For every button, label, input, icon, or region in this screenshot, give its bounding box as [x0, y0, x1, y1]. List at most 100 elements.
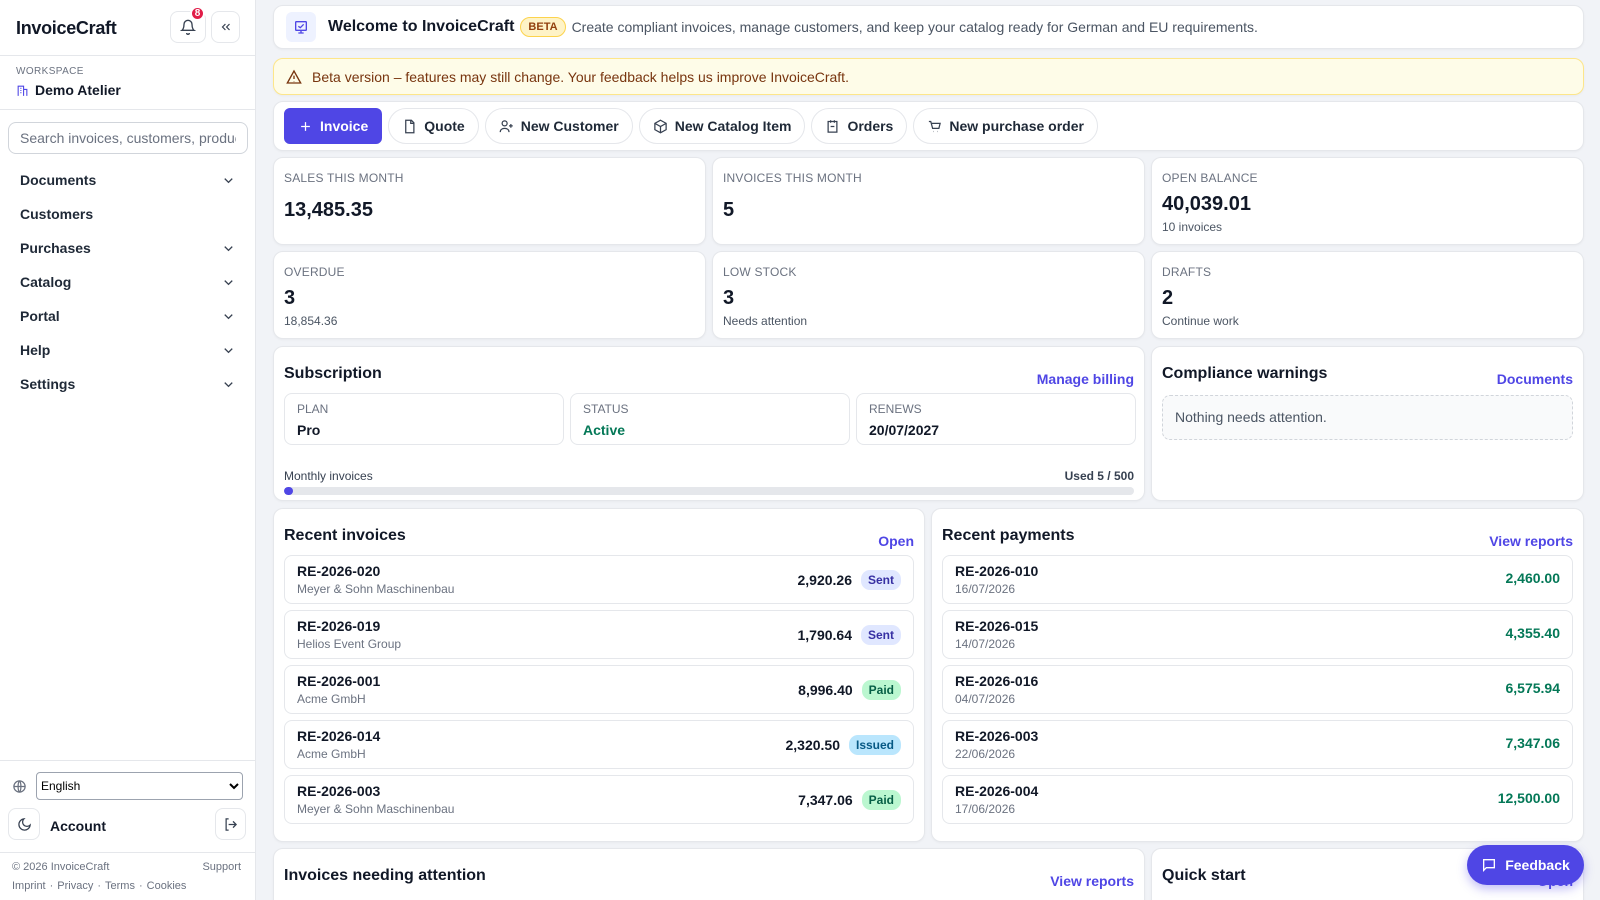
- customer-name: Helios Event Group: [297, 637, 402, 651]
- chevron: [221, 275, 236, 290]
- payment-row[interactable]: RE-2026-003 22/06/2026 7,347.06: [942, 720, 1573, 769]
- logout-icon: [225, 817, 238, 831]
- copyright: © 2026 InvoiceCraft: [12, 861, 110, 873]
- section-title: Recent payments: [942, 527, 1075, 544]
- payment-amount: 2,460.00: [1505, 570, 1561, 586]
- reports-link[interactable]: View reports: [1050, 873, 1134, 889]
- globe-icon: [13, 780, 26, 793]
- theme-button[interactable]: [8, 808, 40, 840]
- banner-text: Beta version – features may still change…: [312, 68, 849, 85]
- payment-row[interactable]: RE-2026-015 14/07/2026 4,355.40: [942, 610, 1573, 659]
- account-link[interactable]: Account: [50, 818, 106, 834]
- kpi-value: 2: [1162, 287, 1174, 309]
- action-button[interactable]: New purchase order: [913, 108, 1098, 144]
- action-button[interactable]: Quote: [388, 108, 479, 144]
- nav-item[interactable]: Customers: [8, 197, 248, 231]
- invoice-row[interactable]: RE-2026-003 Meyer & Sohn Maschinenbau 7,34…: [284, 775, 914, 824]
- kpi-card: LOW STOCK 3 Needs attention: [712, 251, 1145, 339]
- kpi-card: INVOICES THIS MONTH 5: [712, 157, 1145, 245]
- invoice-meta: 7,347.06 Paid: [798, 790, 901, 810]
- icon: [653, 119, 667, 133]
- icon: [224, 381, 233, 387]
- action-button[interactable]: Orders: [811, 108, 908, 144]
- nav-item[interactable]: Portal: [8, 299, 248, 333]
- recent-payments-card: Recent payments View reports RE-2026-010…: [931, 508, 1584, 842]
- nav-item[interactable]: Settings: [8, 367, 248, 401]
- footer-link[interactable]: Cookies: [146, 880, 187, 892]
- footer-link[interactable]: Privacy: [57, 880, 94, 892]
- action-button[interactable]: New Catalog Item: [638, 108, 806, 144]
- manage-billing-link[interactable]: Manage billing: [1036, 371, 1134, 387]
- building-icon: [17, 85, 28, 96]
- icon: [224, 347, 233, 353]
- payment-number: RE-2026-010: [955, 563, 1039, 579]
- payment-date: 14/07/2026: [955, 637, 1016, 651]
- brand[interactable]: InvoiceCraft: [16, 18, 117, 38]
- invoice-row[interactable]: RE-2026-014 Acme GmbH 2,320.50 Issued: [284, 720, 914, 769]
- payment-number: RE-2026-015: [955, 618, 1039, 634]
- status-pill: Sent: [860, 570, 901, 590]
- kpi-value: 13,485.35: [284, 199, 373, 221]
- support-link[interactable]: Support: [202, 861, 241, 873]
- chevron: [221, 241, 236, 256]
- attention-card: Invoices needing attention View reports: [273, 848, 1145, 900]
- nav-item[interactable]: Purchases: [8, 231, 248, 265]
- invoice-amount: 8,996.40: [798, 682, 853, 698]
- logo-icon: [286, 12, 316, 42]
- logout-button[interactable]: [215, 808, 246, 840]
- action-label: New purchase order: [949, 118, 1084, 134]
- kpi-value: 3: [284, 287, 296, 309]
- kpi-value: 40,039.01: [1162, 193, 1251, 215]
- field-value: Pro: [297, 422, 321, 438]
- kpi-card: OVERDUE 3 18,854.36: [273, 251, 706, 339]
- usage-label: Monthly invoices: [284, 469, 373, 483]
- nav-item[interactable]: Help: [8, 333, 248, 367]
- reports-link[interactable]: View reports: [1489, 533, 1573, 549]
- invoice-row[interactable]: RE-2026-020 Meyer & Sohn Maschinenbau 2,92…: [284, 555, 914, 604]
- bell-icon: [180, 19, 196, 35]
- action-label: Orders: [847, 118, 894, 134]
- warning-icon: [286, 69, 302, 84]
- payment-date: 16/07/2026: [955, 582, 1016, 596]
- notifications-button[interactable]: 8: [170, 6, 206, 43]
- usage-track: [284, 487, 1134, 495]
- status-pill: Paid: [861, 680, 901, 700]
- documents-link[interactable]: Documents: [1496, 371, 1573, 387]
- search-input[interactable]: [8, 122, 248, 154]
- action-button[interactable]: Invoice: [284, 108, 383, 144]
- nav-label: Customers: [20, 206, 94, 222]
- kpi-label: DRAFTS: [1162, 265, 1212, 279]
- invoice-row[interactable]: RE-2026-001 Acme GmbH 8,996.40 Paid: [284, 665, 914, 714]
- section-title: Subscription: [284, 365, 382, 382]
- nav-item[interactable]: Catalog: [8, 265, 248, 299]
- usage-bar: [284, 487, 293, 495]
- kpi-note: 18,854.36: [284, 314, 338, 328]
- payment-row[interactable]: RE-2026-004 17/06/2026 12,500.00: [942, 775, 1573, 824]
- separator: ·: [138, 880, 143, 892]
- payment-meta: 12,500.00: [1498, 790, 1560, 806]
- icon: [224, 313, 233, 319]
- nav-label: Settings: [20, 376, 76, 392]
- payment-meta: 6,575.94: [1506, 680, 1561, 696]
- payment-date: 22/06/2026: [955, 747, 1016, 761]
- customer-name: Meyer & Sohn Maschinenbau: [297, 582, 455, 596]
- payment-row[interactable]: RE-2026-010 16/07/2026 2,460.00: [942, 555, 1573, 604]
- kpi-label: OVERDUE: [284, 265, 345, 279]
- invoice-number: RE-2026-020: [297, 563, 381, 579]
- language-select[interactable]: English: [36, 772, 243, 800]
- workspace[interactable]: Demo Atelier: [16, 82, 121, 98]
- payment-row[interactable]: RE-2026-016 04/07/2026 6,575.94: [942, 665, 1573, 714]
- divider: [0, 760, 255, 761]
- action-button[interactable]: New Customer: [484, 108, 633, 144]
- field-label: STATUS: [583, 402, 629, 416]
- feedback-button[interactable]: Feedback: [1467, 845, 1584, 885]
- footer-link[interactable]: Terms: [105, 880, 135, 892]
- logo-glyph: [295, 21, 307, 34]
- invoice-row[interactable]: RE-2026-019 Helios Event Group 1,790.64 Sen…: [284, 610, 914, 659]
- icon: [405, 119, 415, 133]
- footer-link[interactable]: Imprint: [12, 880, 46, 892]
- open-link[interactable]: Open: [878, 533, 914, 549]
- nav-item[interactable]: Documents: [8, 163, 248, 197]
- collapse-button[interactable]: [211, 11, 240, 43]
